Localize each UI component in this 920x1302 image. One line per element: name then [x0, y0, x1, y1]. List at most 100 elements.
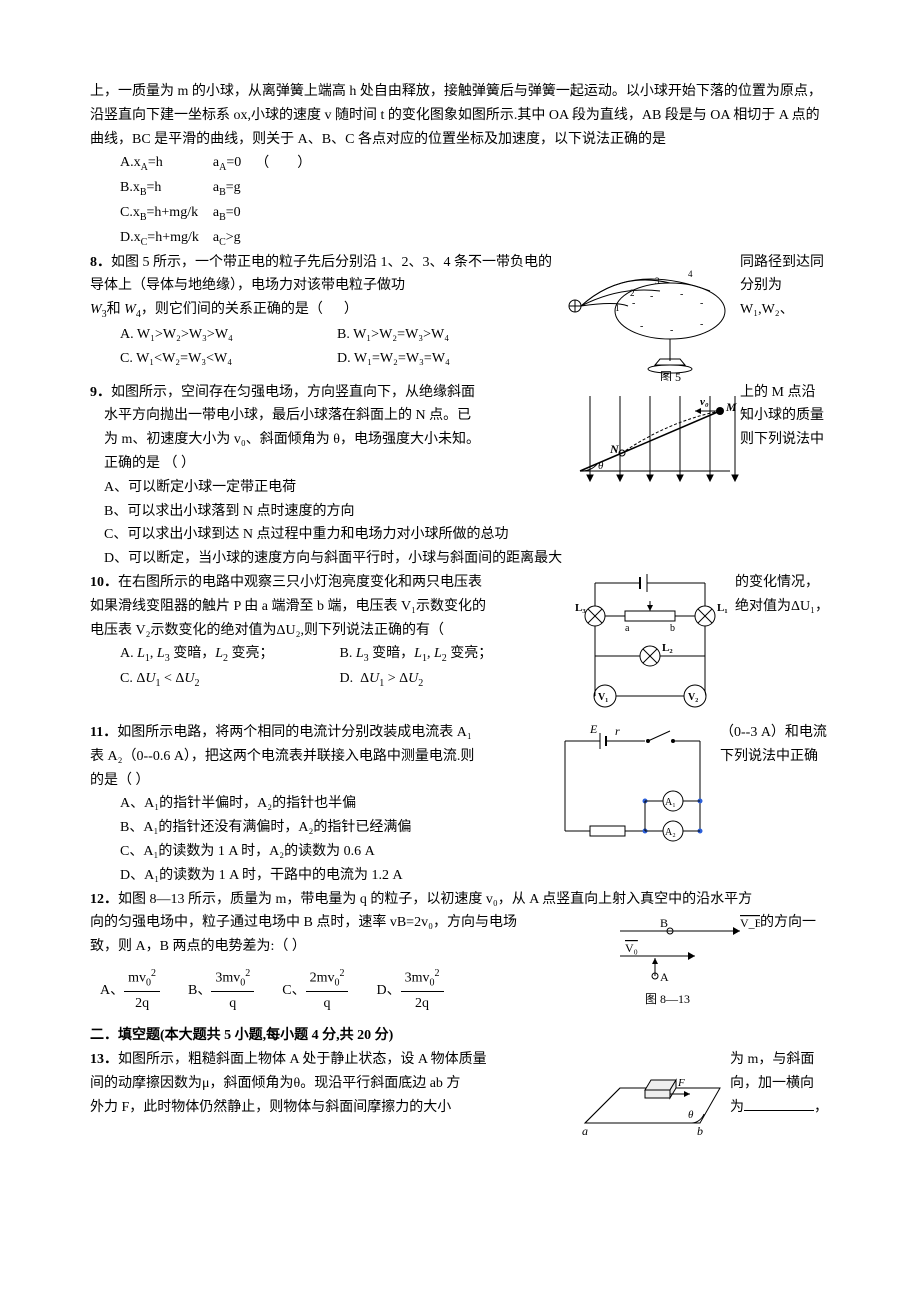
q7-A-paren: （ ）: [255, 151, 325, 176]
q13-num: 13．: [90, 1052, 118, 1067]
q10-r1: 的变化情况，: [735, 571, 830, 595]
q12-row: 向的匀强电场中，粒子通过电场中 B 点时，速率 vB=2v₀，方向与电场 致，则…: [90, 911, 830, 1016]
q12-l2: 向的匀强电场中，粒子通过电场中 B 点时，速率 vB=2v₀，方向与电场: [90, 911, 594, 935]
svg-text:A₁: A₁: [665, 797, 676, 808]
svg-text:F: F: [677, 1077, 685, 1089]
q9-optB: B、可以求出小球落到 N 点时速度的方向: [90, 500, 564, 524]
svg-text:b: b: [697, 1124, 703, 1138]
q9-l2: 水平方向抛出一带电小球，最后小球落在斜面上的 N 点。已: [90, 404, 564, 428]
svg-text:L₃: L₃: [575, 602, 586, 614]
q8-figure: -- -- --- 12 34 图 5: [560, 251, 740, 381]
svg-text:θ: θ: [688, 1109, 694, 1121]
q11-optA: A、A₁的指针半偏时，A₂的指针也半偏: [90, 792, 539, 816]
q13-l1: 如图所示，粗糙斜面上物体 A 处于静止状态，设 A 物体质量: [118, 1052, 487, 1067]
q13-row: 13．如图所示，粗糙斜面上物体 A 处于静止状态，设 A 物体质量 间的动摩擦因…: [90, 1048, 830, 1138]
q8-optD: D. W₁=W₂=W₃=W₄: [337, 347, 554, 371]
q12-l3: 致，则 A，B 两点的电势差为:（ ）: [90, 935, 594, 959]
q9-num: 9．: [90, 385, 111, 400]
q11-row: 11．如图所示电路，将两个相同的电流计分别改装成电流表 A₁ 表 A₂（0--0…: [90, 721, 830, 888]
q11-l3: 的是（ ）: [90, 769, 539, 793]
svg-text:V₀: V₀: [625, 941, 638, 955]
q10-l1: 在右图所示的电路中观察三只小灯泡亮度变化和两只电压表: [118, 575, 482, 590]
q12-fig-label: 图 8—13: [645, 992, 690, 1006]
svg-text:a: a: [625, 623, 630, 634]
svg-text:N: N: [609, 442, 620, 456]
svg-text:v₀: v₀: [700, 396, 709, 408]
q7-C-x: C.xB=h+mg/k: [120, 201, 213, 226]
q11-l2: 表 A₂（0--0.6 A），把这两个电流表并联接入电路中测量电流.则: [90, 745, 539, 769]
svg-text:V_B: V_B: [740, 916, 760, 930]
svg-text:V₁: V₁: [598, 692, 608, 703]
q8-fig-label: 图 5: [660, 370, 681, 381]
q10-optC: C. ΔU1 < ΔU2: [120, 667, 340, 692]
svg-text:2: 2: [630, 288, 635, 298]
svg-text:E: E: [589, 722, 598, 736]
q12-figure: B V_B V₀ A 图 8—13: [600, 911, 760, 1011]
section2-heading: 二．填空题(本大题共 5 小题,每小题 4 分,共 20 分): [90, 1024, 830, 1048]
svg-text:-: -: [680, 289, 683, 300]
svg-text:a: a: [582, 1124, 588, 1138]
svg-text:b: b: [670, 623, 675, 634]
q9-optA: A、可以断定小球一定带正电荷: [90, 476, 564, 500]
svg-text:-: -: [670, 325, 673, 336]
q7-B-a: aB=g: [213, 176, 255, 201]
q10-r2: 绝对值为ΔU₁，: [735, 595, 830, 619]
q9-l1: 如图所示，空间存在匀强电场，方向竖直向下，从绝缘斜面: [111, 385, 475, 400]
q9-optD: D、可以断定，当小球的速度方向与斜面平行时，小球与斜面间的距离最大: [90, 547, 564, 571]
svg-text:-: -: [632, 298, 635, 309]
q7-intro: 上，一质量为 m 的小球，从离弹簧上端高 h 处自由释放，接触弹簧后与弹簧一起运…: [90, 80, 830, 151]
q12-r1: 的方向一: [760, 911, 830, 935]
q7-A-x: A.xA=h: [120, 151, 213, 176]
q8-optC: C. W₁<W₂=W₃<W₄: [120, 347, 337, 371]
q9-optC: C、可以求出小球到达 N 点过程中重力和电场力对小球所做的总功: [90, 523, 564, 547]
q10-l2: 如果滑线变阻器的触片 P 由 a 端滑至 b 端，电压表 V₁示数变化的: [90, 595, 559, 619]
q13-r1: 为 m，与斜面: [730, 1048, 830, 1072]
q11-optC: C、A₁的读数为 1 A 时，A₂的读数为 0.6 A: [90, 840, 539, 864]
svg-text:r: r: [615, 724, 620, 738]
q7-B-x: B.xB=h: [120, 176, 213, 201]
q9-r2: 知小球的质量: [740, 404, 830, 428]
q8-optB: B. W₁>W₂=W₃>W₄: [337, 323, 554, 347]
q10-num: 10．: [90, 575, 118, 590]
q10-optA: A. L1, L3 变暗，L2 变亮；: [120, 642, 340, 667]
svg-text:-: -: [700, 319, 703, 330]
q11-r1: （0--3 A）和电流: [720, 721, 830, 745]
q11-r2: 下列说法中正确: [720, 745, 830, 769]
q11-optD: D、A₁的读数为 1 A 时，干路中的电流为 1.2 A: [90, 864, 539, 888]
q9-figure: θ M v₀ N: [570, 381, 740, 491]
svg-text:-: -: [700, 298, 703, 309]
q9-r1: 上的 M 点沿: [740, 381, 830, 405]
svg-text:-: -: [650, 291, 653, 302]
q12-line1: 12．如图 8—13 所示，质量为 m，带电量为 q 的粒子，以初速度 v₀，从…: [90, 888, 830, 912]
q8-text2: W3和 W4，则它们间的关系正确的是（ ）: [90, 298, 554, 323]
q10-figure: L₃ L₁ ab L₂ V₁ V₂: [565, 571, 735, 721]
q9-row: 9．如图所示，空间存在匀强电场，方向竖直向下，从绝缘斜面 水平方向抛出一带电小球…: [90, 381, 830, 571]
svg-text:B: B: [660, 916, 668, 930]
svg-text:A₂: A₂: [665, 827, 676, 838]
q10-optB: B. L3 变暗，L1, L2 变亮；: [340, 642, 560, 667]
q7-options: A.xA=haA=0（ ） B.xB=haB=g C.xB=h+mg/kaB=0…: [120, 151, 325, 250]
q13-r2: 向，加一横向: [730, 1072, 830, 1096]
q8-right: 同路径到达同分别为 W₁,W₂、: [740, 251, 830, 322]
q7-D-a: aC>g: [213, 226, 255, 251]
q8-optA: A. W₁>W₂>W₃>W₄: [120, 323, 337, 347]
q7-D-x: D.xC=h+mg/k: [120, 226, 213, 251]
q11-figure: E r A₁ A₂: [545, 721, 720, 851]
svg-text:L₁: L₁: [717, 602, 728, 614]
q11-optB: B、A₁的指针还没有满偏时，A₂的指针已经满偏: [90, 816, 539, 840]
q13-l3: 外力 F，此时物体仍然静止，则物体与斜面间摩擦力的大小: [90, 1096, 564, 1120]
q7-A-a: aA=0: [213, 151, 255, 176]
q11-l1: 如图所示电路，将两个相同的电流计分别改装成电流表 A₁: [117, 725, 472, 740]
q11-num: 11．: [90, 725, 117, 740]
q8-row: 8．如图 5 所示，一个带正电的粒子先后分别沿 1、2、3、4 条不一带负电的导…: [90, 251, 830, 381]
svg-text:-: -: [640, 321, 643, 332]
q10-l3: 电压表 V₂示数变化的绝对值为ΔU₂,则下列说法正确的有（: [90, 619, 559, 643]
q8-text1: 如图 5 所示，一个带正电的粒子先后分别沿 1、2、3、4 条不一带负电的导体上…: [90, 255, 552, 294]
q9-l3: 为 m、初速度大小为 v₀、斜面倾角为 θ，电场强度大小未知。: [90, 428, 564, 452]
svg-text:V₂: V₂: [688, 692, 698, 703]
q10-optD: D. ΔU1 > ΔU2: [340, 667, 560, 692]
q9-r3: 则下列说法中: [740, 428, 830, 452]
q12-options: A、mv022q B、3mv02q C、2mv02q D、3mv022q: [100, 965, 594, 1016]
q10-row: 10．在右图所示的电路中观察三只小灯泡亮度变化和两只电压表 如果滑线变阻器的触片…: [90, 571, 830, 721]
q9-l4: 正确的是 （ ）: [90, 452, 564, 476]
